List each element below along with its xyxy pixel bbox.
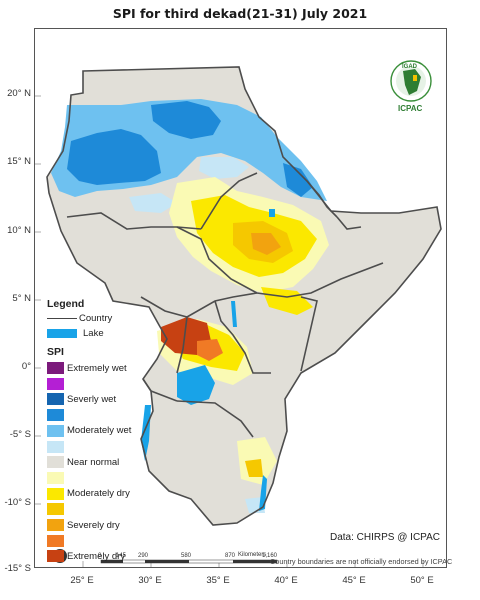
- region-severly-wet: [283, 163, 313, 197]
- region-light-wet: [199, 157, 249, 179]
- region-severly-wet: [67, 129, 161, 185]
- spi-swatch: [47, 503, 64, 516]
- lon-tick: 40° E: [274, 575, 298, 586]
- spi-class-label: Extremely dry: [67, 550, 126, 562]
- lon-tick: 25° E: [70, 575, 94, 586]
- spi-swatch: [47, 519, 64, 531]
- spi-class-label: Moderately dry: [67, 488, 130, 500]
- spi-class-row: Extremely dry: [47, 550, 126, 563]
- spi-swatch: [47, 550, 64, 563]
- lake-tana: [269, 209, 275, 217]
- scale-bar: [100, 559, 278, 564]
- region-severely-dry: [197, 339, 223, 361]
- lat-tick: 10° N: [7, 225, 31, 236]
- data-credit: Data: CHIRPS @ ICPAC: [330, 532, 440, 543]
- lon-tick: 45° E: [342, 575, 366, 586]
- scale-label: 0: [98, 553, 102, 559]
- spi-swatch: [47, 362, 64, 374]
- logo-top-text: IGAD: [402, 64, 418, 70]
- spi-class-label: Moderately wet: [67, 425, 132, 437]
- legend-lake-label: Lake: [83, 328, 104, 339]
- country-line-swatch: [47, 318, 77, 319]
- spi-class-row: Severly wet: [47, 393, 117, 406]
- spi-swatch: [47, 471, 64, 484]
- spi-class-row: Near normal: [47, 456, 120, 469]
- region-light-wet: [129, 193, 177, 213]
- spi-swatch: [47, 534, 64, 547]
- spi-class-row: Moderately wet: [47, 424, 132, 437]
- spi-class-row: [47, 534, 67, 547]
- lake-swatch: [47, 329, 77, 338]
- scale-label: 580: [181, 553, 192, 559]
- lat-tick: -15° S: [4, 563, 31, 574]
- lake-victoria: [177, 365, 215, 405]
- igad-icpac-logo: IGAD: [390, 60, 432, 102]
- spi-swatch: [47, 409, 64, 422]
- country-boundaries: [46, 66, 442, 526]
- spi-class-label: Extremely wet: [67, 362, 127, 374]
- lat-tick: -5° S: [9, 429, 31, 440]
- disclaimer: Country boundaries are not officially en…: [270, 557, 453, 566]
- spi-class-label: Severely dry: [67, 519, 120, 531]
- spi-class-row: [47, 503, 67, 516]
- legend-country: Country: [47, 313, 112, 324]
- spi-class-label: Severly wet: [67, 393, 117, 405]
- legend: Legend Country Lake SPI Extremely wet Sev…: [47, 298, 167, 563]
- spi-class-row: [47, 409, 67, 422]
- lon-tick: 50° E: [410, 575, 434, 586]
- lat-tick: 20° N: [7, 88, 31, 99]
- scale-unit: Kilometers: [238, 552, 267, 558]
- scale-label: 870: [225, 553, 236, 559]
- scale-label: 1,160: [262, 553, 278, 559]
- scale-label: 290: [138, 553, 149, 559]
- lon-tick: 30° E: [138, 575, 162, 586]
- spi-map: IGAD: [35, 60, 442, 567]
- lat-tick: 0°: [21, 361, 31, 372]
- spi-class-row: [47, 377, 67, 390]
- region-severely-dry: [251, 233, 281, 255]
- lat-tick: -10° S: [4, 497, 31, 508]
- region-dry: [245, 459, 263, 477]
- legend-country-label: Country: [79, 313, 113, 324]
- spi-class-row: Severely dry: [47, 519, 120, 531]
- legend-title: Legend: [47, 298, 85, 310]
- spi-swatch: [47, 393, 64, 406]
- spi-swatch: [47, 377, 64, 390]
- logo-bottom-text: ICPAC: [398, 104, 423, 113]
- spi-swatch: [47, 456, 64, 469]
- spi-swatch: [47, 440, 64, 453]
- spi-class-row: [47, 440, 67, 453]
- lake-turkana: [231, 301, 237, 327]
- spi-class-row: Moderately dry: [47, 487, 130, 500]
- spi-swatch: [47, 487, 64, 500]
- region-severly-wet: [151, 101, 221, 139]
- region-moderately-dry: [261, 287, 313, 315]
- spi-class-label: Near normal: [67, 456, 120, 468]
- spi-swatch: [47, 424, 64, 437]
- spi-title: SPI: [47, 346, 64, 358]
- lat-tick: 15° N: [7, 156, 31, 167]
- lat-tick: 5° N: [12, 293, 31, 304]
- legend-lake: Lake: [47, 328, 104, 339]
- lon-tick: 35° E: [206, 575, 230, 586]
- spi-class-row: [47, 471, 67, 484]
- map-frame: IGAD: [34, 28, 447, 568]
- map-title: SPI for third dekad(21-31) July 2021: [112, 6, 368, 21]
- spi-class-row: Extremely wet: [47, 362, 127, 374]
- scale-label: 145: [116, 553, 127, 559]
